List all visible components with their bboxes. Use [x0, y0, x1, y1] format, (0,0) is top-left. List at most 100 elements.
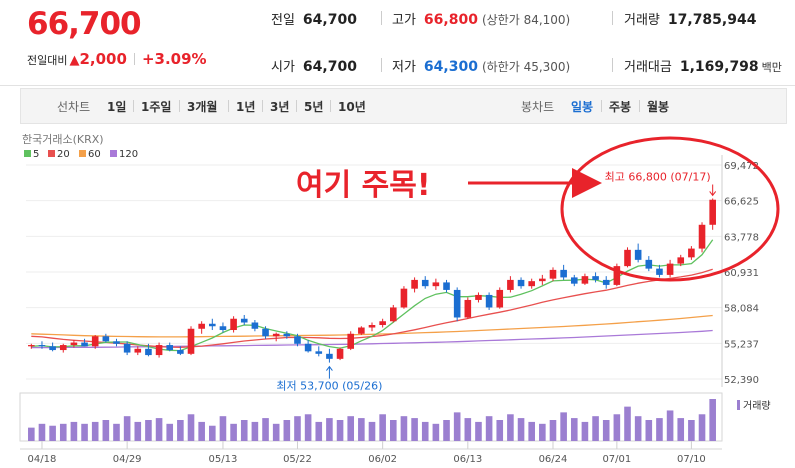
moving-average-lines	[31, 239, 714, 352]
candle	[304, 343, 312, 352]
x-tick-label: 06/13	[453, 454, 482, 465]
divider	[381, 58, 382, 72]
candle	[209, 323, 216, 327]
open-price: 시가 64,700	[271, 56, 357, 75]
highlight-circle	[560, 136, 780, 282]
legend-item: 20	[57, 149, 70, 160]
candle	[283, 333, 291, 337]
volume-bar	[187, 414, 195, 441]
candle	[368, 325, 376, 328]
candle	[560, 269, 567, 278]
divider	[601, 100, 602, 112]
divider	[133, 53, 135, 65]
candle	[113, 341, 120, 344]
tab-candle-weekly[interactable]: 주봉	[609, 100, 632, 114]
candle	[549, 269, 557, 279]
volume-bar	[102, 420, 110, 441]
volume-bar	[166, 423, 174, 441]
trade-amount-unit: 백만	[761, 61, 782, 74]
volume-bar	[81, 423, 88, 441]
y-tick-label: 55,237	[724, 339, 759, 350]
divider	[296, 100, 297, 112]
volume-bar	[624, 406, 631, 441]
data-source-label: 한국거래소(KRX)	[22, 133, 104, 146]
volume-bar	[634, 416, 642, 441]
candle	[389, 307, 397, 322]
trade-amount: 거래대금 1,169,798 백만	[624, 56, 782, 75]
tab-line-1y[interactable]: 1년	[236, 100, 256, 114]
x-tick-label: 04/29	[113, 454, 142, 465]
candle-series	[28, 198, 716, 363]
y-tick-label: 58,084	[724, 304, 759, 315]
candle	[166, 345, 174, 351]
candle	[240, 318, 248, 323]
ma-legend: 5 20 60 120	[24, 149, 138, 160]
legend-item: 5	[33, 149, 39, 160]
candle	[475, 294, 482, 300]
tab-line-3m[interactable]: 3개월	[187, 100, 218, 114]
tab-line-3y[interactable]: 3년	[270, 100, 290, 114]
ma120-line	[31, 329, 713, 349]
candle	[177, 350, 184, 354]
volume-bar	[145, 420, 152, 441]
prev-close-label: 전일	[271, 13, 295, 28]
tab-candle-monthly[interactable]: 월봉	[647, 100, 670, 114]
candle	[688, 248, 695, 258]
volume-bar	[645, 420, 653, 441]
low-price: 저가 64,300 (하한가 45,300)	[392, 56, 570, 75]
candle	[123, 343, 131, 353]
x-tick-label: 06/24	[539, 454, 568, 465]
legend-swatch	[110, 150, 117, 157]
volume-bar	[677, 418, 685, 441]
volume-bar	[379, 414, 386, 441]
candle	[28, 345, 35, 347]
volume-bar	[272, 423, 280, 441]
candle	[507, 279, 514, 290]
candle	[517, 279, 525, 287]
high-price: 고가 66,800 (상한가 84,100)	[392, 9, 570, 28]
tab-line-1w[interactable]: 1주일	[141, 100, 172, 114]
tab-line-5y[interactable]: 5년	[304, 100, 324, 114]
callout-text: 여기 주목!	[296, 168, 431, 203]
divider	[381, 11, 382, 25]
candle	[592, 276, 599, 280]
up-arrow-icon: ▲	[69, 53, 80, 68]
change-row: 전일대비 ▲2,000 +3.09%	[27, 50, 207, 68]
legend-swatch	[79, 150, 86, 157]
high-value: 66,800	[423, 12, 478, 28]
candlestick-chart: 한국거래소(KRX) 5 20 60 120 52,390 55,237 58,084 60…	[19, 133, 780, 465]
volume-bar	[592, 416, 599, 441]
tab-candle-daily[interactable]: 일봉	[571, 100, 594, 114]
volume-bar	[283, 420, 291, 441]
volume-bar	[688, 420, 695, 441]
volume-bar	[549, 420, 557, 441]
line-chart-group-label: 선차트	[57, 100, 91, 114]
lower-limit: (하한가 45,300)	[481, 60, 571, 74]
candle	[411, 279, 418, 289]
legend-item: 120	[119, 149, 138, 160]
candle	[219, 326, 227, 331]
candle	[581, 276, 589, 284]
volume-bar	[251, 421, 259, 441]
volume-bar	[49, 425, 56, 441]
candle	[102, 336, 110, 342]
candle	[656, 268, 663, 275]
volume-bar	[709, 399, 716, 441]
volume-bar	[198, 421, 205, 441]
candle	[59, 345, 67, 351]
candle	[421, 279, 429, 287]
tab-line-10y[interactable]: 10년	[338, 100, 366, 114]
candle	[677, 257, 685, 264]
volume-bar	[464, 418, 472, 441]
volume-bar	[113, 423, 120, 441]
volume-bar	[485, 416, 493, 441]
divider	[330, 100, 331, 112]
candle	[251, 322, 259, 329]
price-axis: 52,390 55,237 58,084 60,931 63,778 66,625 69,4…	[721, 155, 759, 387]
divider	[639, 100, 640, 112]
trade-amount-value: 1,169,798	[679, 59, 759, 75]
tab-line-1d[interactable]: 1일	[107, 100, 127, 114]
volume-bar	[155, 418, 163, 441]
candle	[326, 353, 333, 359]
volume-legend-swatch	[737, 400, 740, 410]
